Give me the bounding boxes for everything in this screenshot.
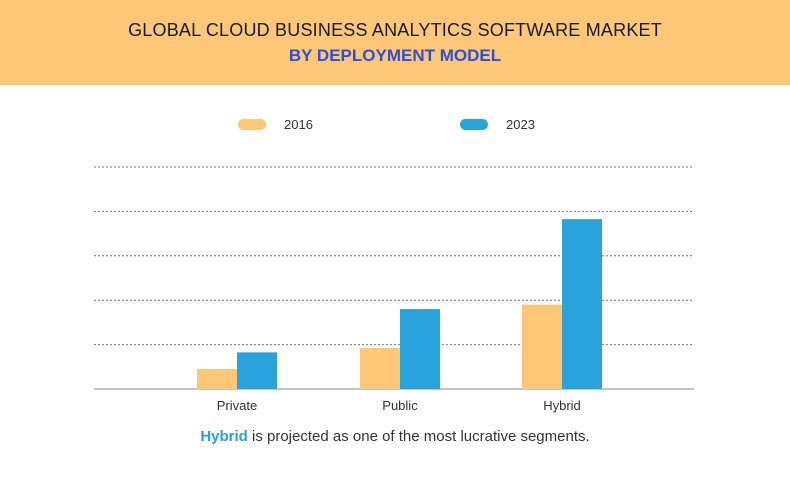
legend-swatch-2016 — [238, 118, 266, 130]
x-tick-label-public: Public — [382, 398, 418, 413]
footnote-text: is projected as one of the most lucrativ… — [247, 428, 590, 445]
bar-hybrid-2016 — [522, 304, 562, 389]
bar-private-2016 — [197, 369, 237, 389]
legend-swatch-2023 — [460, 118, 488, 130]
legend-label-2023: 2023 — [506, 116, 535, 132]
x-tick-label-hybrid: Hybrid — [543, 398, 581, 413]
chart-title: GLOBAL CLOUD BUSINESS ANALYTICS SOFTWARE… — [128, 20, 662, 40]
legend-label-2016: 2016 — [284, 116, 313, 132]
footnote: Hybrid is projected as one of the most l… — [0, 428, 790, 445]
chart-subtitle: BY DEPLOYMENT MODEL — [288, 46, 502, 65]
footnote-highlight: Hybrid — [200, 428, 248, 445]
bar-hybrid-2023 — [562, 219, 602, 389]
chart-header: GLOBAL CLOUD BUSINESS ANALYTICS SOFTWARE… — [0, 0, 790, 85]
legend-item-2016: 2016 — [238, 114, 313, 134]
bar-public-2016 — [360, 347, 400, 389]
legend-item-2023: 2023 — [460, 114, 535, 134]
x-tick-label-private: Private — [217, 398, 257, 413]
bar-public-2023 — [400, 309, 440, 389]
bar-private-2023 — [237, 352, 277, 389]
